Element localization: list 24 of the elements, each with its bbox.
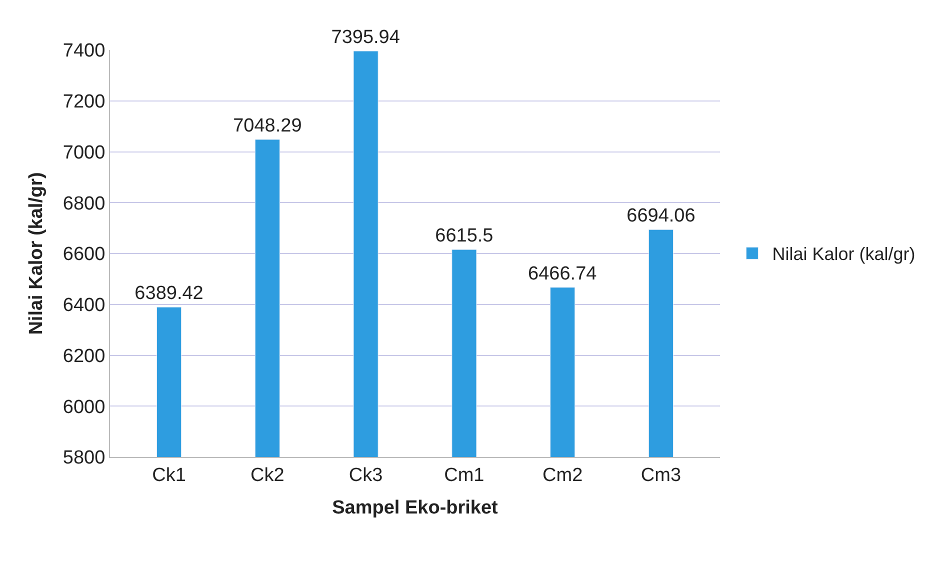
data-label: 6694.06	[626, 206, 696, 227]
data-label: 6615.5	[435, 226, 494, 247]
data-label: 6389.42	[134, 283, 204, 304]
x-tick-label: Cm1	[444, 464, 484, 486]
legend-label: Nilai Kalor (kal/gr)	[772, 244, 916, 264]
y-tick-label: 6000	[62, 396, 106, 418]
x-tick-label: Ck3	[348, 464, 383, 486]
y-tick-label: 7000	[62, 142, 106, 164]
y-tick-label: 7400	[62, 40, 106, 62]
x-axis-title: Sampel Eko-briket	[332, 498, 499, 519]
x-tick-label: Ck2	[250, 464, 284, 486]
x-tick-label: Ck1	[152, 464, 186, 486]
data-label: 6466.74	[528, 263, 598, 284]
data-label: 7395.94	[331, 27, 400, 48]
data-label: 7048.29	[233, 115, 302, 136]
y-axis-title: Nilai Kalor (kal/gr)	[26, 172, 47, 335]
y-tick-label: 7200	[62, 92, 106, 113]
x-tick-label: Cm3	[640, 464, 682, 486]
y-tick-label: 6200	[62, 346, 106, 367]
y-tick-label: 5800	[62, 448, 106, 469]
x-tick-label: Cm2	[542, 464, 583, 486]
y-tick-label: 6400	[62, 295, 106, 316]
y-tick-label: 6600	[62, 244, 106, 266]
y-tick-label: 6800	[62, 193, 106, 214]
